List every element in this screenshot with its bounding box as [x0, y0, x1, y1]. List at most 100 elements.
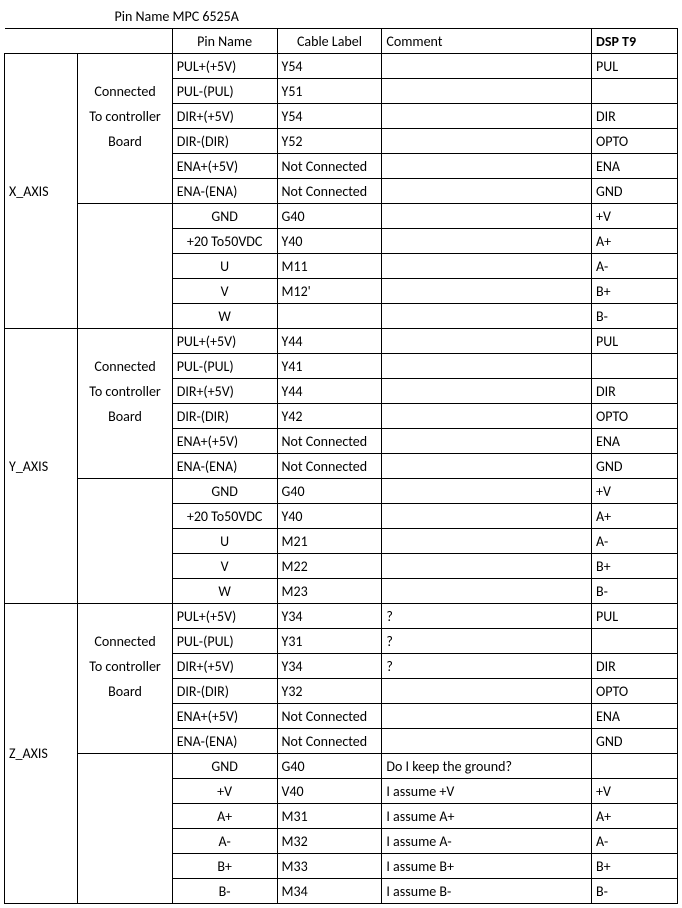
- cable-label: Y40: [277, 229, 382, 254]
- comment: [382, 329, 592, 354]
- cable-label: Y41: [277, 354, 382, 379]
- dsp: B+: [592, 554, 678, 579]
- cable-label: Not Connected: [277, 429, 382, 454]
- cable-label: G40: [277, 479, 382, 504]
- dsp: ENA: [592, 429, 678, 454]
- conn-line: To controller: [78, 104, 172, 129]
- comment: [382, 104, 592, 129]
- pin-name: +20 To50VDC: [172, 229, 277, 254]
- comment: [382, 79, 592, 104]
- comment: [382, 279, 592, 304]
- conn-line: Board: [78, 679, 172, 704]
- pin-name: DIR-(DIR): [172, 679, 277, 704]
- pin-name: DIR+(+5V): [172, 104, 277, 129]
- pin-name: ENA-(ENA): [172, 729, 277, 754]
- cable-label: G40: [277, 204, 382, 229]
- comment: ?: [382, 629, 592, 654]
- pin-name: PUL-(PUL): [172, 79, 277, 104]
- pin-name: ENA+(+5V): [172, 154, 277, 179]
- axis-label-z: Z_AXIS: [5, 604, 78, 904]
- pin-name: U: [172, 254, 277, 279]
- cable-label: M12': [277, 279, 382, 304]
- cable-label: M31: [277, 804, 382, 829]
- axis-label-x: X_AXIS: [5, 54, 78, 329]
- dsp: [592, 754, 678, 779]
- conn-line: Board: [78, 404, 172, 429]
- dsp: GND: [592, 454, 678, 479]
- comment: [382, 129, 592, 154]
- comment: ?: [382, 654, 592, 679]
- dsp: +V: [592, 479, 678, 504]
- comment: [382, 379, 592, 404]
- pin-name: GND: [172, 479, 277, 504]
- pin-name: DIR+(+5V): [172, 654, 277, 679]
- pin-name: +20 To50VDC: [172, 504, 277, 529]
- pin-name: DIR-(DIR): [172, 129, 277, 154]
- header-comment: Comment: [382, 29, 592, 54]
- comment: [382, 154, 592, 179]
- dsp: GND: [592, 729, 678, 754]
- comment: [382, 479, 592, 504]
- dsp: [592, 79, 678, 104]
- cable-label: Not Connected: [277, 729, 382, 754]
- comment: [382, 554, 592, 579]
- dsp: GND: [592, 179, 678, 204]
- pin-name: ENA+(+5V): [172, 704, 277, 729]
- comment: Do I keep the ground?: [382, 754, 592, 779]
- dsp: A+: [592, 504, 678, 529]
- pin-name: B-: [172, 879, 277, 904]
- pin-table: Pin Name MPC 6525APin NameCable LabelCom…: [4, 4, 678, 904]
- cable-label: M11: [277, 254, 382, 279]
- comment: [382, 504, 592, 529]
- cable-label: Y31: [277, 629, 382, 654]
- dsp: A-: [592, 529, 678, 554]
- dsp: [592, 629, 678, 654]
- conn-line: To controller: [78, 379, 172, 404]
- cable-label: Not Connected: [277, 179, 382, 204]
- cable-label: M33: [277, 854, 382, 879]
- cable-label: M21: [277, 529, 382, 554]
- pin-name: ENA-(ENA): [172, 179, 277, 204]
- conn-line: Board: [78, 129, 172, 154]
- comment: [382, 204, 592, 229]
- dsp: OPTO: [592, 404, 678, 429]
- dsp: OPTO: [592, 129, 678, 154]
- pin-name: V: [172, 279, 277, 304]
- conn-line: Connected: [78, 354, 172, 379]
- dsp: [592, 354, 678, 379]
- pin-name: V: [172, 554, 277, 579]
- dsp: ENA: [592, 704, 678, 729]
- cable-label: Y44: [277, 329, 382, 354]
- dsp: B-: [592, 579, 678, 604]
- dsp: A-: [592, 829, 678, 854]
- cable-label: M22: [277, 554, 382, 579]
- table-title: Pin Name MPC 6525A: [5, 4, 382, 29]
- pin-name: U: [172, 529, 277, 554]
- cable-label: Y34: [277, 604, 382, 629]
- header-pin: Pin Name: [172, 29, 277, 54]
- pin-name: A-: [172, 829, 277, 854]
- comment: [382, 579, 592, 604]
- comment: I assume A-: [382, 829, 592, 854]
- dsp: DIR: [592, 104, 678, 129]
- cable-label: Y40: [277, 504, 382, 529]
- dsp: ENA: [592, 154, 678, 179]
- dsp: OPTO: [592, 679, 678, 704]
- pin-name: DIR-(DIR): [172, 404, 277, 429]
- header-cable: Cable Label: [277, 29, 382, 54]
- cable-label: Y54: [277, 104, 382, 129]
- cable-label: Y51: [277, 79, 382, 104]
- comment: I assume B-: [382, 879, 592, 904]
- cable-label: Y44: [277, 379, 382, 404]
- comment: [382, 179, 592, 204]
- cable-label: M32: [277, 829, 382, 854]
- dsp: A-: [592, 254, 678, 279]
- dsp: DIR: [592, 654, 678, 679]
- comment: [382, 729, 592, 754]
- header-dsp: DSP T9: [592, 29, 678, 54]
- comment: I assume B+: [382, 854, 592, 879]
- cable-label: G40: [277, 754, 382, 779]
- cable-label: Not Connected: [277, 454, 382, 479]
- pin-name: ENA-(ENA): [172, 454, 277, 479]
- dsp: PUL: [592, 604, 678, 629]
